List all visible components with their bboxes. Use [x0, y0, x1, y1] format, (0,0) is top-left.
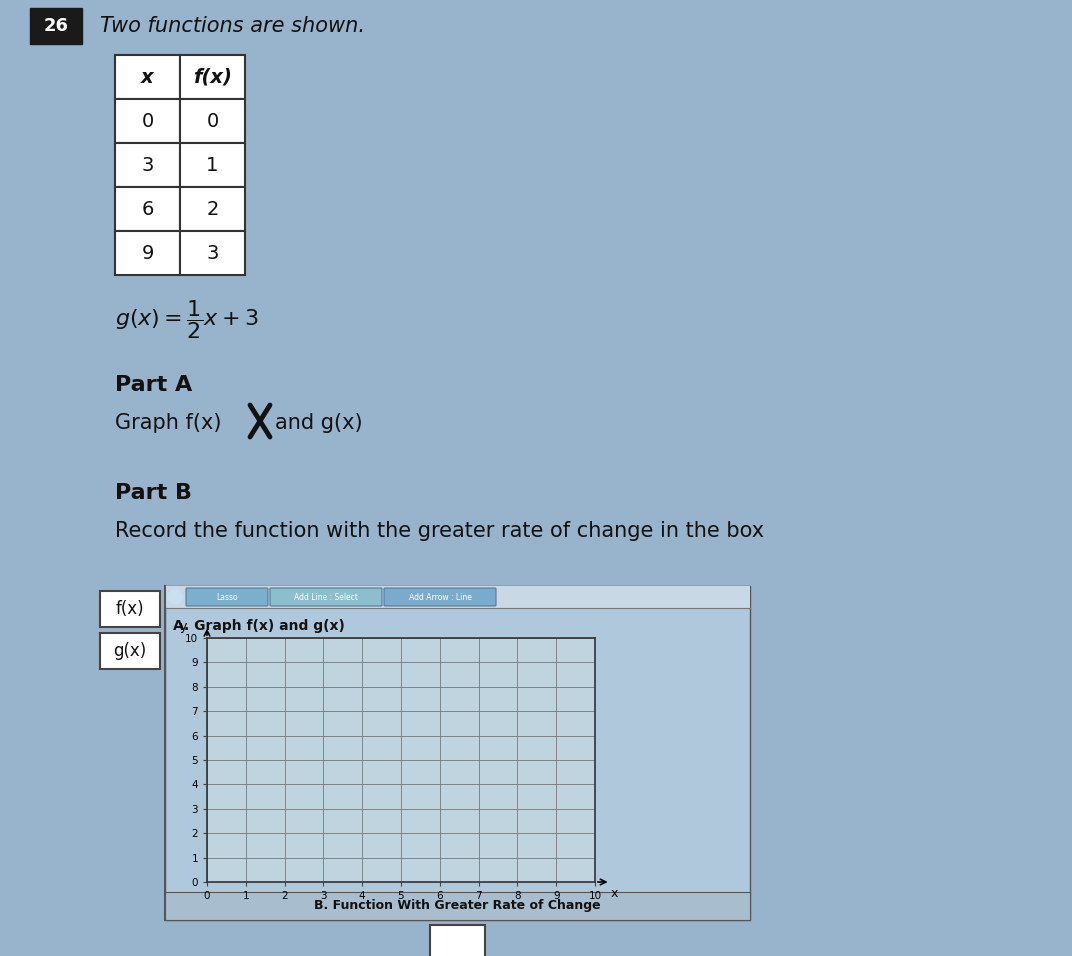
Bar: [430, 925, 485, 956]
Text: 0: 0: [207, 112, 219, 131]
Text: 3: 3: [206, 244, 219, 263]
Text: Lasso: Lasso: [217, 593, 238, 601]
Bar: [115, 55, 180, 99]
Bar: [165, 586, 750, 608]
Bar: [180, 231, 245, 275]
Text: g(x): g(x): [114, 642, 147, 660]
Text: Two functions are shown.: Two functions are shown.: [100, 16, 364, 36]
Text: f(x): f(x): [116, 600, 145, 618]
Text: 26: 26: [44, 17, 69, 35]
Text: f(x): f(x): [193, 68, 232, 86]
FancyBboxPatch shape: [270, 588, 382, 606]
Text: B. Function With Greater Rate of Change: B. Function With Greater Rate of Change: [314, 900, 600, 912]
FancyBboxPatch shape: [187, 588, 268, 606]
Bar: [180, 55, 245, 99]
FancyBboxPatch shape: [384, 588, 496, 606]
Text: Part B: Part B: [115, 483, 192, 503]
Bar: [115, 231, 180, 275]
Text: $g(x) = \dfrac{1}{2}x+3$: $g(x) = \dfrac{1}{2}x+3$: [115, 298, 258, 341]
Text: Add Arrow : Line: Add Arrow : Line: [408, 593, 472, 601]
Text: Record the function with the greater rate of change in the box: Record the function with the greater rat…: [115, 521, 764, 541]
Bar: [180, 187, 245, 231]
Bar: [115, 143, 180, 187]
Text: A. Graph f(x) and g(x): A. Graph f(x) and g(x): [173, 619, 345, 633]
Bar: [165, 586, 750, 920]
Text: x: x: [142, 68, 153, 86]
Text: 0: 0: [142, 112, 153, 131]
Circle shape: [168, 590, 182, 604]
Text: 9: 9: [142, 244, 153, 263]
Bar: [180, 143, 245, 187]
Text: 2: 2: [206, 200, 219, 219]
Text: Add Line : Select: Add Line : Select: [294, 593, 358, 601]
Text: 3: 3: [142, 156, 153, 175]
Text: 6: 6: [142, 200, 153, 219]
Bar: [180, 99, 245, 143]
Y-axis label: y: y: [180, 620, 188, 633]
Bar: [115, 99, 180, 143]
Text: and g(x): and g(x): [276, 413, 362, 433]
FancyBboxPatch shape: [30, 8, 81, 44]
Text: Graph f(x): Graph f(x): [115, 413, 222, 433]
Bar: [100, 633, 160, 669]
Bar: [100, 591, 160, 627]
Bar: [115, 187, 180, 231]
X-axis label: x: x: [611, 887, 619, 900]
Text: 1: 1: [206, 156, 219, 175]
Bar: [165, 892, 750, 920]
Text: Part A: Part A: [115, 375, 192, 395]
